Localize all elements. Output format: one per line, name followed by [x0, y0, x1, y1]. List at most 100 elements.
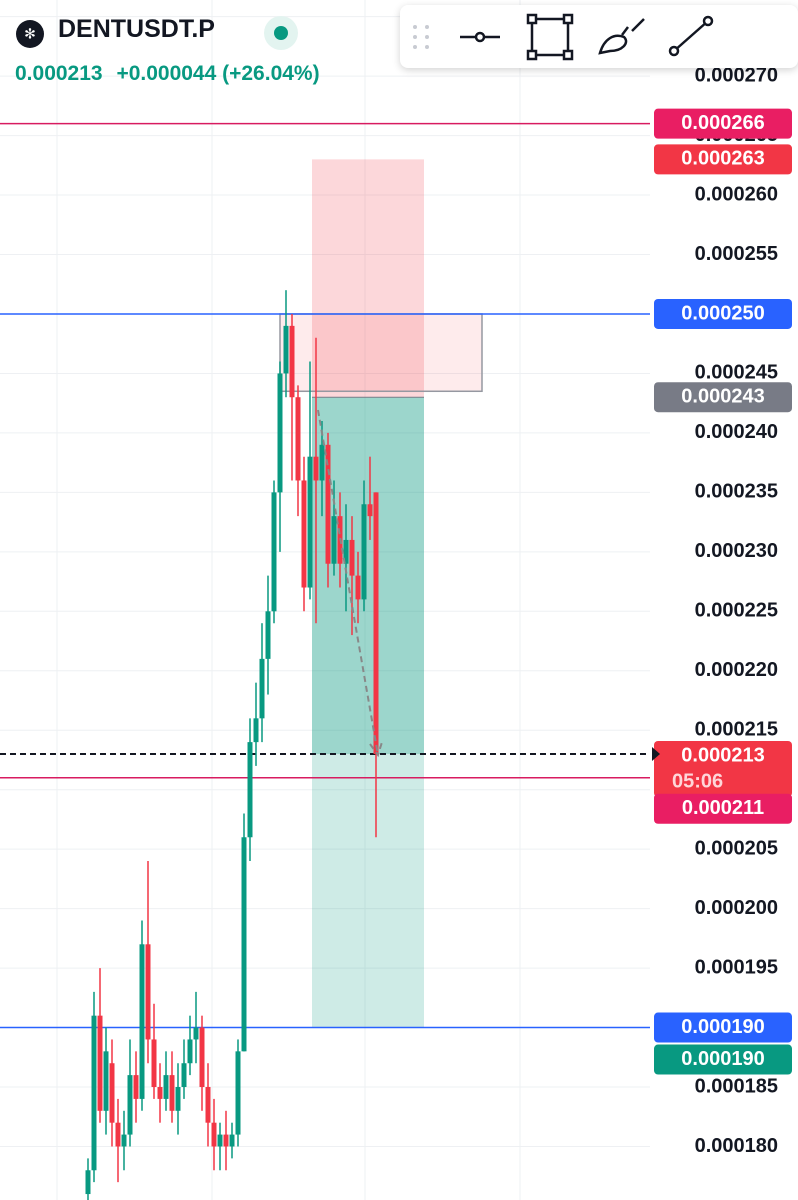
candle-body — [115, 1122, 121, 1147]
symbol-glyph: ✻ — [24, 26, 36, 42]
candle — [127, 1039, 133, 1147]
candle — [169, 1051, 175, 1123]
candle — [259, 623, 265, 743]
candle — [295, 385, 301, 517]
candle — [343, 504, 349, 612]
y-tick-label: 0.000225 — [695, 600, 778, 622]
price-label-box — [654, 144, 792, 175]
candle — [367, 456, 373, 540]
candle-body — [289, 325, 295, 398]
candle — [223, 1110, 229, 1171]
candle-body — [325, 444, 331, 564]
price-line: 0.000213 +0.000044 (+26.04%) — [15, 62, 320, 86]
rectangle-tool[interactable] — [526, 13, 574, 61]
candle-body — [97, 1015, 103, 1111]
candle — [109, 1039, 115, 1147]
candle-body — [253, 718, 259, 743]
y-tick-label: 0.000235 — [695, 481, 778, 503]
candle — [115, 1098, 121, 1183]
candle — [229, 1122, 235, 1159]
candle — [151, 1003, 157, 1099]
candle-body — [205, 1087, 211, 1123]
candle-body — [247, 742, 253, 838]
candle-body — [301, 480, 307, 588]
candle-body — [157, 1087, 163, 1099]
horizontal-line-tool[interactable] — [460, 31, 500, 43]
candle-body — [211, 1122, 217, 1147]
y-tick-label: 0.000230 — [695, 540, 778, 562]
candle-body — [367, 504, 373, 517]
candle-body — [265, 611, 271, 659]
candle — [301, 456, 307, 612]
target-zone — [312, 397, 424, 1028]
candle-body — [259, 658, 265, 719]
candle-body — [235, 1051, 241, 1135]
candle — [283, 290, 289, 398]
candle — [205, 1063, 211, 1147]
candle-body — [121, 1134, 127, 1147]
candle-body — [331, 516, 337, 564]
zone-rectangle — [279, 313, 483, 393]
header-icons: ✻ — [16, 20, 44, 48]
candle-body — [109, 1063, 115, 1123]
candle — [181, 1039, 187, 1099]
candle-body — [319, 444, 325, 481]
brush-tool[interactable] — [598, 18, 645, 55]
candle — [175, 1063, 181, 1135]
candle-body — [139, 944, 145, 1099]
candle-body — [241, 837, 247, 1052]
candle — [373, 492, 379, 838]
trend-line-tool[interactable] — [668, 15, 714, 57]
current-price-marker — [652, 747, 660, 762]
countdown-label: 05:06 — [672, 770, 723, 792]
y-tick-label: 0.000180 — [695, 1135, 778, 1157]
y-tick-label: 0.000215 — [695, 719, 778, 741]
y-tick-label: 0.000220 — [695, 659, 778, 681]
candle-body — [181, 1063, 187, 1088]
candle — [307, 361, 313, 600]
price-label-box — [654, 1044, 792, 1075]
price-label-box — [654, 298, 792, 329]
y-tick-label: 0.000240 — [695, 421, 778, 443]
price-label: 0.000190 — [681, 1048, 764, 1070]
candle — [313, 337, 319, 624]
candle-body — [199, 1027, 205, 1088]
candle — [211, 1098, 217, 1171]
candle — [349, 516, 355, 636]
symbol-icon — [16, 20, 44, 48]
price-label-box — [654, 741, 792, 798]
drawing-toolbar — [400, 5, 798, 68]
candle-body — [151, 1039, 157, 1088]
candle-body — [217, 1134, 223, 1147]
candle — [103, 1027, 109, 1135]
candle-body — [373, 492, 379, 755]
y-tick-label: 0.000185 — [695, 1075, 778, 1097]
candle — [289, 313, 295, 481]
symbol-title: DENTUSDT.P — [58, 15, 215, 43]
candle-body — [361, 504, 367, 600]
y-tick-label: 0.000255 — [695, 243, 778, 265]
price-label: 0.000211 — [682, 797, 764, 819]
candle — [271, 480, 277, 624]
candle-body — [283, 325, 289, 374]
candle-body — [127, 1075, 133, 1135]
candle-body — [133, 1075, 139, 1099]
candle-body — [175, 1087, 181, 1111]
candle — [157, 1063, 163, 1123]
candle-body — [307, 456, 313, 588]
candle — [235, 1039, 241, 1147]
y-tick-label: 0.000245 — [695, 362, 778, 384]
drag-handle[interactable] — [413, 25, 429, 49]
candle-body — [313, 456, 319, 481]
candle — [325, 432, 331, 588]
candle-body — [355, 575, 361, 600]
last-price: 0.000213 — [15, 62, 103, 85]
candle — [253, 682, 259, 766]
candle-body — [343, 539, 349, 564]
projection-arrow — [317, 409, 383, 758]
candle — [187, 1015, 193, 1076]
price-label-box — [654, 382, 792, 413]
price-label: 0.000190 — [681, 1016, 764, 1038]
stop-zone — [312, 159, 424, 398]
